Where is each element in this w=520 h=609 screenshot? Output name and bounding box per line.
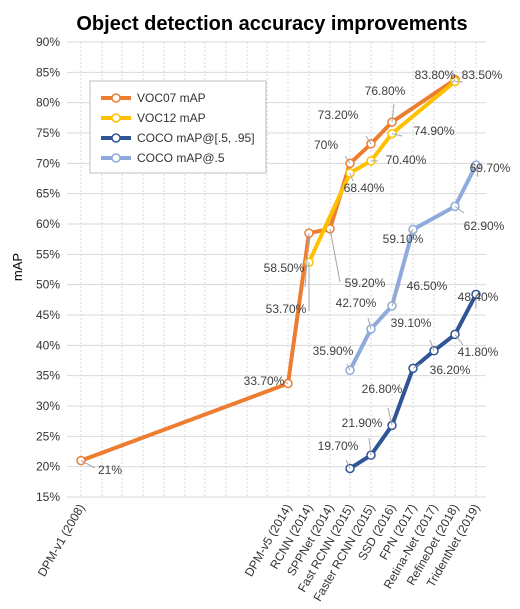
y-tick-label: 25% [36,429,60,443]
series-3 [345,160,481,375]
data-label-leader [387,407,393,426]
legend-swatch-marker [111,133,121,143]
data-label-leader [451,79,456,84]
legend-swatch-marker [111,113,121,123]
y-tick-label: 40% [36,338,60,352]
data-label: 58.50% [264,261,305,275]
data-label-leader [346,363,351,371]
data-label-leader [391,283,401,307]
data-label-leader [365,135,372,145]
y-tick-label: 80% [36,96,60,110]
data-label: 83.80% [415,68,456,82]
data-label: 83.50% [462,68,503,82]
data-label-leader [475,165,479,178]
data-label: 35.90% [313,344,354,358]
data-label-leader [412,363,421,369]
y-tick-label: 70% [36,156,60,170]
legend-label: COCO mAP@[.5, .95] [137,131,255,145]
y-tick-label: 65% [36,187,60,201]
data-label-leader [429,339,435,351]
data-label: 53.70% [266,302,307,316]
data-label: 46.50% [407,279,448,293]
data-label: 33.70% [244,374,285,388]
data-label: 69.70% [470,161,511,175]
data-label: 70% [314,138,338,152]
data-label: 76.80% [365,84,406,98]
data-label: 39.10% [391,316,432,330]
data-label-leader [344,155,351,164]
y-tick-label: 15% [36,490,60,504]
data-label: 59.20% [345,276,386,290]
series-line [348,164,478,372]
legend-item: COCO mAP@.5 [101,151,225,165]
y-tick-label: 50% [36,278,60,292]
data-label-leader [391,133,403,137]
y-tick-label: 90% [36,35,60,49]
data-label: 70.40% [386,153,427,167]
legend-label: VOC07 mAP [137,91,206,105]
data-label-leader [368,437,372,456]
y-tick-label: 45% [36,308,60,322]
data-label: 74.90% [414,124,455,138]
data-label: 62.90% [464,219,505,233]
legend-item: VOC12 mAP [101,111,206,125]
data-label-leader [304,233,310,288]
data-label: 59.10% [383,232,424,246]
data-label-layer: 21% 33.70% 58.50% 59.20% 70% 73.20% 76.80% 83.8… [80,68,511,477]
data-label-leader [454,206,465,214]
data-label-leader [284,381,289,384]
y-tick-label: 20% [36,460,60,474]
legend-item: VOC07 mAP [101,91,206,105]
y-tick-label: 85% [36,65,60,79]
data-label-leader [80,460,96,469]
data-label: 41.80% [458,345,499,359]
data-label-leader [345,459,351,469]
legend-swatch-marker [111,93,121,103]
data-label: 48.40% [458,290,499,304]
y-tick-label: 60% [36,217,60,231]
data-label-leader [454,334,464,346]
data-label: 36.20% [430,363,471,377]
data-label: 42.70% [336,296,377,310]
data-label-leader [367,317,372,330]
data-label-leader [349,172,354,182]
data-label: 68.40% [344,181,385,195]
y-axis-label: mAP [10,253,25,281]
y-tick-label: 35% [36,369,60,383]
data-label-leader [409,229,414,234]
data-label: 73.20% [318,108,359,122]
x-tick-label: DPM-v1 (2008) [35,501,88,578]
data-label: 19.70% [318,439,359,453]
legend: VOC07 mAP VOC12 mAP COCO mAP@[.5, .95] COCO… [89,80,267,174]
chart-title: Object detection accuracy improvements [76,13,467,35]
data-label-leader [454,80,464,83]
y-tick-label: 75% [36,126,60,140]
y-tick-label: 30% [36,399,60,413]
data-label-leader [391,103,395,123]
y-tick-label: 55% [36,247,60,261]
legend-swatch-marker [111,153,121,163]
data-label: 21% [98,463,122,477]
data-label: 21.90% [342,416,383,430]
data-label-leader [329,228,341,283]
legend-item: COCO mAP@[.5, .95] [101,131,255,145]
legend-label: VOC12 mAP [137,111,206,125]
data-label: 26.80% [362,382,403,396]
legend-label: COCO mAP@.5 [137,151,225,165]
